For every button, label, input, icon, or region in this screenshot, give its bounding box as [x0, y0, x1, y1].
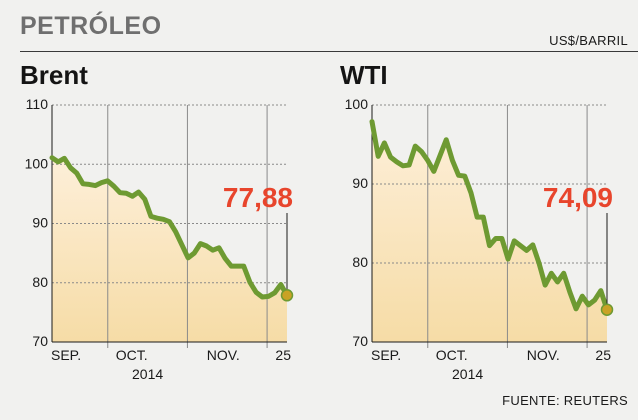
x-tick-label: OCT.: [116, 347, 148, 363]
wti-chart-title: WTI: [340, 60, 388, 90]
area-fill: [372, 121, 607, 342]
unit-label: US$/BARRIL: [549, 33, 628, 48]
x-tick-label: NOV.: [527, 347, 560, 363]
y-tick-label: 80: [352, 254, 368, 270]
brent-chart-title: Brent: [20, 60, 88, 90]
wti-chart: 100 90 80 70 74,09 SEP. OCT. NOV. 25 2014: [345, 96, 614, 382]
y-tick-label: 110: [26, 96, 49, 112]
x-tick-label: 25: [275, 347, 291, 363]
y-tick-label: 90: [352, 175, 368, 191]
x-tick-label: 25: [595, 347, 611, 363]
y-tick-label: 100: [345, 96, 369, 112]
y-tick-label: 80: [32, 274, 48, 290]
x-tick-label: OCT.: [436, 347, 468, 363]
page-title: PETRÓLEO: [20, 12, 162, 40]
header-divider: [20, 51, 638, 52]
brent-chart: 110 100 90 80 70 77,88 SEP. OCT. NOV. 25 2014: [25, 96, 294, 382]
y-tick-label: 100: [25, 155, 49, 171]
price-line: [49, 155, 290, 300]
last-value-label: 74,09: [543, 182, 613, 213]
x-tick-label: SEP.: [51, 347, 81, 363]
x-tick-label: SEP.: [371, 347, 401, 363]
last-value-label: 77,88: [223, 182, 293, 213]
year-label: 2014: [452, 366, 483, 382]
x-tick-label: NOV.: [207, 347, 240, 363]
last-value-marker: [600, 303, 614, 316]
source-note: FUENTE: REUTERS: [502, 393, 628, 408]
last-value-marker: [280, 289, 294, 302]
y-tick-label: 70: [352, 333, 368, 349]
price-line: [369, 119, 610, 313]
y-tick-label: 70: [32, 333, 48, 349]
area-fill: [52, 157, 287, 342]
y-tick-label: 90: [32, 215, 48, 231]
year-label: 2014: [132, 366, 163, 382]
